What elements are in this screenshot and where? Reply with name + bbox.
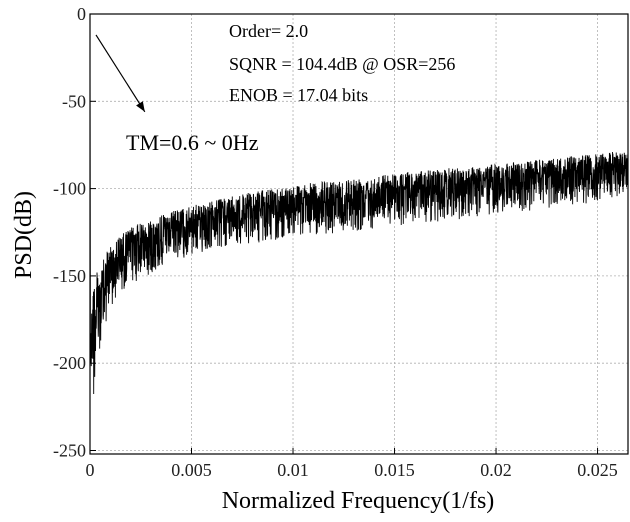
sqnr-annotation: SQNR = 104.4dB @ OSR=256 — [229, 54, 455, 74]
tone-annotation: TM=0.6 ~ 0Hz — [126, 130, 259, 155]
x-tick-labels: 0 0.005 0.01 0.015 0.02 0.025 — [86, 460, 618, 480]
y-axis-label: PSD(dB) — [11, 191, 37, 279]
psd-line — [90, 31, 628, 395]
plot-frame — [89, 13, 629, 455]
order-annotation: Order= 2.0 — [229, 21, 308, 41]
arrow-shaft — [95, 34, 146, 113]
x-tick-label: 0.02 — [480, 460, 512, 480]
x-tick-label: 0.01 — [277, 460, 309, 480]
x-tick-label: 0.015 — [374, 460, 415, 480]
y-tick-label: -100 — [53, 179, 86, 199]
arrow-head — [136, 101, 145, 112]
x-tick-label: 0.025 — [577, 460, 618, 480]
tone-arrow — [95, 34, 146, 113]
y-tick-label: -50 — [62, 91, 86, 111]
y-tick-labels: 0 -50 -100 -150 -200 -250 — [53, 4, 86, 461]
enob-annotation: ENOB = 17.04 bits — [229, 85, 368, 105]
x-axis-label: Normalized Frequency(1/fs) — [222, 488, 495, 514]
y-tick-label: -150 — [53, 266, 86, 286]
x-tick-label: 0 — [86, 460, 95, 480]
x-tick-label: 0.005 — [171, 460, 212, 480]
psd-series — [90, 31, 628, 395]
y-tick-label: -250 — [53, 441, 86, 461]
y-tick-label: 0 — [77, 4, 86, 24]
y-tick-label: -200 — [53, 353, 86, 373]
